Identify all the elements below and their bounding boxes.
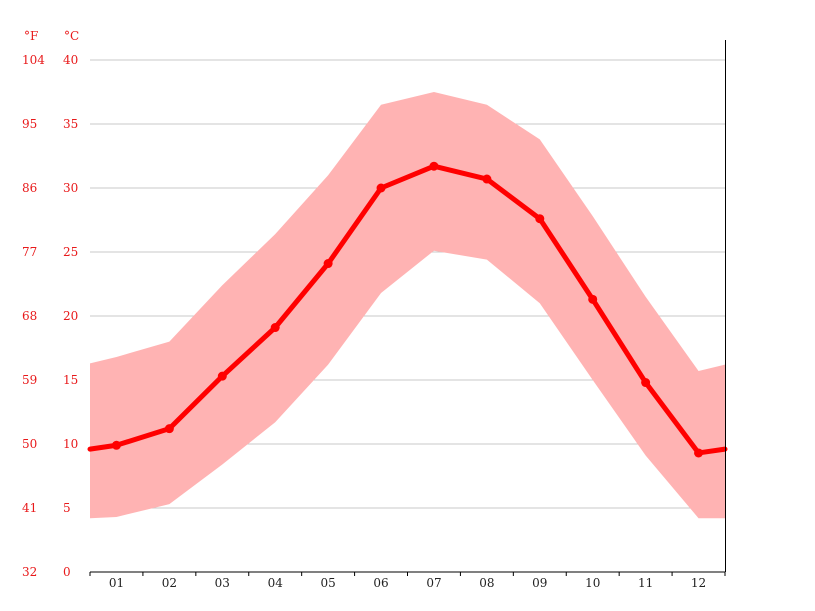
- y-tick-label-celsius: 20: [63, 309, 78, 323]
- x-tick-label: 09: [532, 576, 547, 590]
- data-point: [482, 174, 492, 184]
- data-point: [323, 259, 333, 269]
- x-tick-label: 04: [268, 576, 284, 590]
- unit-celsius-label: °C: [64, 29, 79, 43]
- y-tick-label-celsius: 35: [63, 117, 78, 131]
- data-point: [535, 214, 545, 224]
- unit-fahrenheit-label: °F: [24, 29, 38, 43]
- data-point: [429, 161, 439, 171]
- axes: [89, 40, 726, 576]
- x-tick-label: 01: [109, 576, 124, 590]
- data-point: [694, 448, 704, 458]
- x-tick-label: 10: [585, 576, 600, 590]
- x-tick-label: 06: [373, 576, 388, 590]
- data-point: [111, 440, 121, 450]
- x-axis-labels: 01 02 03 04 05 06 07 08 09 10 11 12: [109, 576, 706, 590]
- x-tick-label: 12: [691, 576, 706, 590]
- data-point: [641, 378, 651, 388]
- y-tick-label-fahrenheit: 77: [22, 245, 37, 259]
- temperature-range-band: [90, 92, 725, 519]
- y-tick-label-celsius: 30: [63, 181, 78, 195]
- y-tick-label-fahrenheit: 59: [22, 373, 37, 387]
- x-tick-label: 08: [479, 576, 494, 590]
- data-point: [588, 294, 598, 304]
- x-tick-label: 03: [215, 576, 230, 590]
- y-axis-labels: °F °C 32 0 41 5 50 10 59 15 68 20 77 25 86 30 95 35 104 4…: [22, 29, 79, 579]
- y-tick-label-fahrenheit: 95: [22, 117, 37, 131]
- x-tick-label: 05: [320, 576, 335, 590]
- x-tick-label: 11: [638, 576, 653, 590]
- y-tick-label-fahrenheit: 32: [22, 565, 37, 579]
- y-tick-label-fahrenheit: 86: [22, 181, 37, 195]
- data-point: [164, 424, 174, 434]
- y-tick-label-celsius: 10: [63, 437, 78, 451]
- average-temperature-series: [87, 163, 728, 456]
- data-point: [270, 323, 280, 333]
- y-tick-label-fahrenheit: 50: [22, 437, 37, 451]
- data-point: [376, 183, 386, 193]
- y-tick-label-fahrenheit: 104: [22, 53, 45, 67]
- data-point: [217, 371, 227, 381]
- min-max-range-area: [90, 92, 725, 519]
- y-tick-label-celsius: 0: [63, 565, 71, 579]
- y-tick-label-celsius: 40: [63, 53, 78, 67]
- x-tick-label: 07: [426, 576, 441, 590]
- y-tick-label-celsius: 5: [63, 501, 71, 515]
- y-tick-label-fahrenheit: 41: [22, 501, 37, 515]
- average-temperature-line: [87, 161, 728, 458]
- x-tick-label: 02: [162, 576, 177, 590]
- y-tick-label-celsius: 25: [63, 245, 78, 259]
- y-tick-label-celsius: 15: [63, 373, 78, 387]
- y-tick-label-fahrenheit: 68: [22, 309, 37, 323]
